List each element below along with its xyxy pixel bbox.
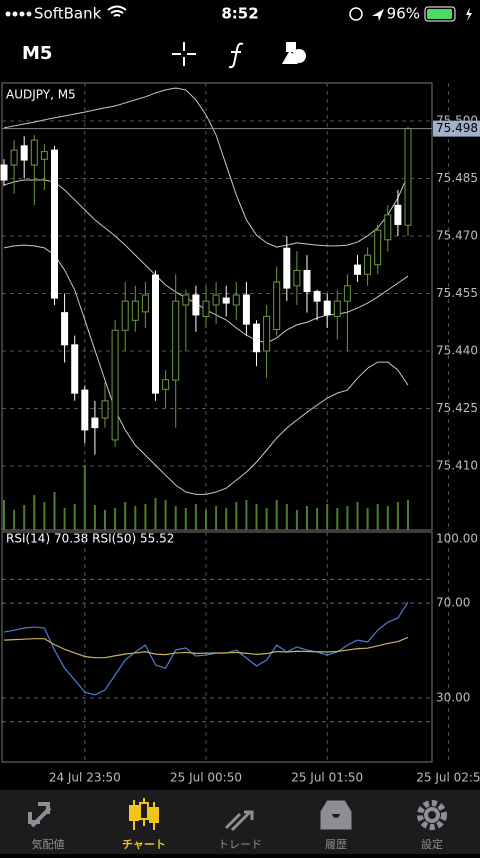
tab-label[interactable]: チャート	[122, 838, 166, 851]
battery-level: 96%	[387, 5, 420, 23]
candle-body	[293, 269, 301, 287]
candle-body	[30, 139, 38, 166]
lock-icon	[349, 7, 363, 21]
candle-body	[232, 294, 240, 306]
y-tick-label: 75.455	[436, 286, 478, 300]
candle-body	[354, 264, 361, 275]
tab-label[interactable]: 設定	[421, 837, 443, 851]
crosshair-button[interactable]	[172, 42, 196, 66]
wifi-icon	[107, 5, 127, 17]
y-tick-label: 75.410	[436, 458, 478, 472]
candle-body	[212, 294, 220, 306]
candle-body	[40, 151, 48, 160]
candle-body	[152, 274, 159, 394]
candle-body	[172, 300, 180, 381]
indicators-button[interactable]	[228, 42, 244, 69]
x-tick-label: 25 Jul 02:5	[416, 771, 480, 785]
candle-body	[20, 145, 28, 161]
candle-body	[0, 164, 8, 181]
candle-body	[91, 417, 99, 429]
candle-body	[242, 294, 250, 325]
toolbar: M5	[22, 42, 306, 69]
y-tick-label: 70.00	[436, 596, 470, 610]
candle-body	[141, 294, 149, 313]
carrier: SoftBank	[34, 5, 102, 23]
candle-body	[384, 214, 392, 241]
tab-label[interactable]: 気配値	[32, 837, 65, 851]
history-icon[interactable]	[320, 800, 352, 830]
candle-body	[10, 149, 18, 166]
chart-icon[interactable]	[129, 798, 159, 830]
candle-body	[51, 149, 58, 299]
quotes-icon[interactable]	[28, 802, 52, 828]
plot: 75.50075.48575.47075.45575.44075.42575.4…	[0, 83, 480, 785]
rsi-panel	[1, 531, 433, 763]
battery-fill	[427, 9, 452, 19]
trade-icon[interactable]	[224, 810, 254, 832]
candle-body	[71, 344, 79, 394]
chart-title: AUDJPY, M5	[6, 88, 76, 102]
candle-body	[162, 379, 170, 390]
candle-body	[313, 291, 321, 302]
candle-body	[343, 285, 351, 302]
charging-icon	[466, 7, 472, 21]
indicator-line	[3, 87, 409, 248]
candle-body	[303, 269, 311, 293]
candle-body	[222, 297, 230, 304]
candle-body	[323, 300, 331, 316]
candle-body	[182, 294, 190, 306]
y-tick-label: 100.00	[436, 532, 478, 546]
candle-body	[81, 389, 89, 431]
tab-icons	[28, 798, 447, 832]
location-icon	[372, 9, 384, 21]
rsi-title: RSI(14) 70.38 RSI(50) 55.52	[6, 532, 174, 546]
bid-label: 75.498	[436, 121, 478, 135]
x-tick-label: 25 Jul 00:50	[170, 771, 242, 785]
tab-label[interactable]: トレード	[218, 838, 262, 851]
status-bar: SoftBank 8:52 96%	[5, 5, 472, 23]
objects-button[interactable]	[282, 42, 306, 64]
tab-label[interactable]: 履歴	[325, 838, 347, 851]
candle-body	[273, 281, 281, 331]
battery-icon	[424, 6, 456, 22]
candle-body	[202, 300, 210, 317]
rsi-line	[3, 601, 409, 696]
candle-body	[394, 204, 402, 225]
y-tick-label: 75.425	[436, 401, 478, 415]
x-tick-label: 24 Jul 23:50	[49, 771, 121, 785]
candle-body	[263, 315, 271, 352]
y-tick-label: 75.440	[436, 343, 478, 357]
rsi-line	[3, 636, 409, 659]
candle-body	[333, 300, 341, 317]
candle-body	[374, 229, 382, 266]
candle-body	[253, 323, 260, 353]
indicator-line	[3, 244, 409, 495]
settings-icon[interactable]	[417, 800, 447, 830]
x-tick-label: 25 Jul 01:50	[291, 771, 363, 785]
y-tick-label: 75.485	[436, 171, 478, 185]
candle-body	[61, 312, 69, 346]
candle-body	[283, 247, 291, 289]
candle-body	[192, 294, 200, 316]
bid-label-box	[433, 120, 480, 137]
candle-body	[404, 128, 412, 226]
candle-body	[101, 400, 109, 419]
candle-body	[131, 300, 139, 321]
y-tick-label: 75.470	[436, 228, 478, 242]
candle-body	[121, 300, 129, 331]
candle-body	[111, 329, 119, 441]
y-tick-label: 30.00	[436, 690, 470, 704]
timeframe-button[interactable]: M5	[22, 43, 52, 64]
settings-icon-hole	[428, 811, 436, 819]
clock: 8:52	[221, 5, 258, 23]
candle-body	[364, 254, 372, 275]
